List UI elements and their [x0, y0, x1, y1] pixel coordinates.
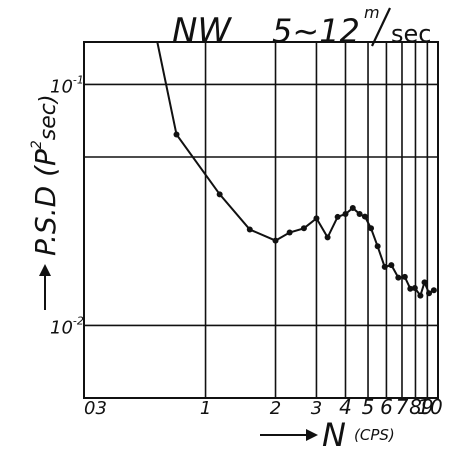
y-tick-labels: 10-1 10-2 [50, 73, 84, 338]
x-tick-label: 1 [200, 398, 211, 419]
x-axis-symbol: N [322, 416, 346, 451]
data-point [324, 234, 331, 241]
x-tick-label: 5 [362, 395, 375, 419]
data-point [368, 225, 375, 232]
chart-title: NW 5~12 m sec [172, 3, 431, 51]
y-axis-text: P.S.D (P2sec) [29, 95, 62, 256]
data-point [381, 263, 388, 270]
x-tick-label: 9 [421, 395, 434, 419]
data-point [173, 131, 180, 138]
data-series [156, 41, 437, 299]
x-tick-label: 8 [409, 395, 422, 419]
title-unit-bottom: sec [391, 20, 431, 48]
data-point [388, 262, 395, 269]
data-point [426, 290, 433, 297]
data-point [401, 273, 408, 280]
data-point [334, 213, 341, 220]
data-point [313, 215, 320, 222]
y-tick-label: 10-2 [50, 314, 84, 338]
data-point [407, 285, 414, 292]
data-point [349, 205, 356, 212]
data-point [430, 287, 437, 294]
data-point [374, 243, 381, 250]
x-tick-label: 10 [417, 395, 442, 419]
plot-frame [83, 41, 439, 399]
y-axis-text-sup: 2 [29, 140, 45, 149]
data-point [395, 274, 402, 281]
data-point [246, 226, 253, 233]
x-axis-arrow-icon [306, 429, 318, 441]
data-point [300, 225, 307, 232]
x-tick-label: 7 [396, 395, 409, 419]
title-unit-top: m [364, 3, 380, 22]
y-axis-arrow-icon [39, 264, 51, 276]
x-tick-label: 4 [339, 395, 352, 419]
title-direction: NW [172, 11, 232, 51]
y-axis-text-unit: sec) [36, 95, 61, 141]
data-point [417, 292, 424, 299]
grid [84, 42, 438, 398]
x-tick-label: 6 [380, 395, 393, 419]
series-line [156, 41, 435, 298]
data-point [356, 211, 363, 218]
data-point [272, 237, 279, 244]
data-point [342, 211, 349, 218]
x-axis-unit: (CPS) [354, 426, 395, 444]
x-tick-labels: 03 1 2 3 4 5 6 7 8 910 [84, 395, 443, 419]
x-axis-label: N (CPS) [260, 416, 395, 451]
y-tick-label: 10-1 [50, 73, 84, 97]
data-point [411, 285, 418, 292]
data-point [361, 213, 368, 220]
data-point [216, 191, 223, 198]
x-tick-label: 2 [270, 398, 281, 419]
y-axis-label: P.S.D (P2sec) [29, 95, 62, 310]
x-tick-label: 3 [311, 398, 322, 419]
y-axis-text-main: P.S.D (P [29, 149, 62, 256]
data-point [421, 279, 428, 286]
title-unit-slash [371, 7, 391, 47]
x-tick-label: 03 [84, 398, 107, 419]
data-point [286, 229, 293, 236]
